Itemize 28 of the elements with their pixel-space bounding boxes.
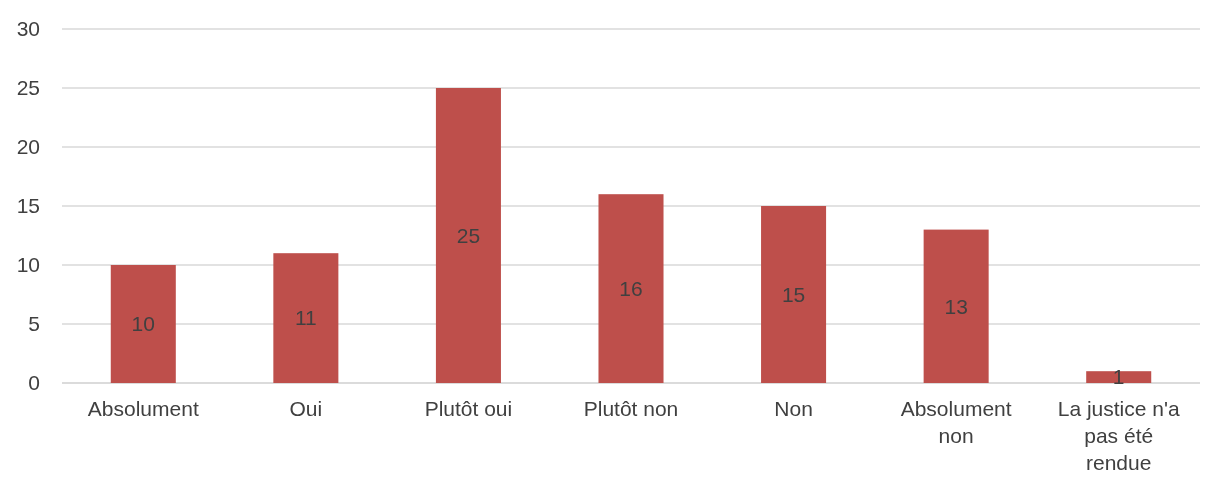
data-label: 15 bbox=[781, 282, 806, 306]
y-tick-label: 30 bbox=[16, 17, 40, 41]
data-label: 13 bbox=[944, 294, 968, 318]
x-tick-label: Absolument non bbox=[900, 397, 1012, 447]
x-tick-label: La justice n'a pas été rendue bbox=[1057, 397, 1180, 474]
y-tick-label: 5 bbox=[28, 312, 40, 336]
x-tick-label: Absolument bbox=[87, 397, 199, 420]
bar bbox=[273, 253, 339, 383]
y-tick-label: 25 bbox=[16, 76, 40, 100]
x-tick-label: Plutôt non bbox=[583, 397, 679, 420]
bar bbox=[435, 88, 501, 383]
y-tick-label: 10 bbox=[16, 253, 40, 277]
data-label: 25 bbox=[456, 223, 481, 247]
bar bbox=[110, 265, 176, 383]
bar bbox=[761, 206, 827, 383]
data-label: 11 bbox=[294, 306, 317, 330]
x-tick-label: Oui bbox=[289, 397, 323, 420]
x-tick-label: Non bbox=[774, 397, 813, 420]
bar bbox=[923, 229, 989, 383]
bar bbox=[1086, 371, 1152, 383]
data-label: 16 bbox=[619, 276, 643, 300]
data-label: 10 bbox=[131, 312, 155, 336]
x-tick-label: Plutôt oui bbox=[424, 397, 513, 420]
bar bbox=[598, 194, 664, 383]
y-tick-label: 20 bbox=[16, 135, 40, 159]
y-tick-label: 15 bbox=[16, 194, 40, 218]
data-label: 1 bbox=[1112, 365, 1125, 389]
y-tick-label: 0 bbox=[28, 371, 40, 395]
